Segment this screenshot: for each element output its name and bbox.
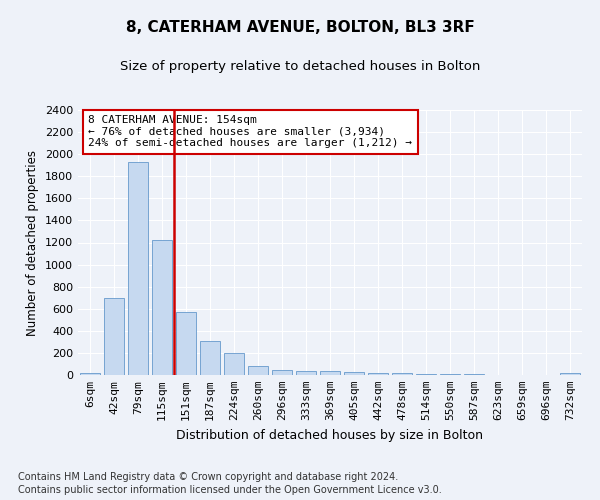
Bar	[80, 374, 100, 375]
Text: 8 CATERHAM AVENUE: 154sqm
← 76% of detached houses are smaller (3,934)
24% of se: 8 CATERHAM AVENUE: 154sqm ← 76% of detac…	[88, 116, 412, 148]
Bar	[248, 366, 268, 375]
Text: Contains public sector information licensed under the Open Government Licence v3: Contains public sector information licen…	[18, 485, 442, 495]
Bar	[152, 240, 172, 375]
Bar	[368, 373, 388, 375]
Bar	[464, 374, 484, 375]
Bar	[320, 371, 340, 375]
Text: Size of property relative to detached houses in Bolton: Size of property relative to detached ho…	[120, 60, 480, 73]
Text: Contains HM Land Registry data © Crown copyright and database right 2024.: Contains HM Land Registry data © Crown c…	[18, 472, 398, 482]
Bar	[296, 371, 316, 375]
Bar	[344, 372, 364, 375]
Text: 8, CATERHAM AVENUE, BOLTON, BL3 3RF: 8, CATERHAM AVENUE, BOLTON, BL3 3RF	[125, 20, 475, 35]
Bar	[200, 342, 220, 375]
Bar	[272, 370, 292, 375]
Bar	[128, 162, 148, 375]
Bar	[224, 353, 244, 375]
Bar	[176, 312, 196, 375]
X-axis label: Distribution of detached houses by size in Bolton: Distribution of detached houses by size …	[176, 428, 484, 442]
Bar	[560, 374, 580, 375]
Bar	[104, 298, 124, 375]
Bar	[392, 374, 412, 375]
Y-axis label: Number of detached properties: Number of detached properties	[26, 150, 40, 336]
Bar	[440, 374, 460, 375]
Bar	[416, 374, 436, 375]
